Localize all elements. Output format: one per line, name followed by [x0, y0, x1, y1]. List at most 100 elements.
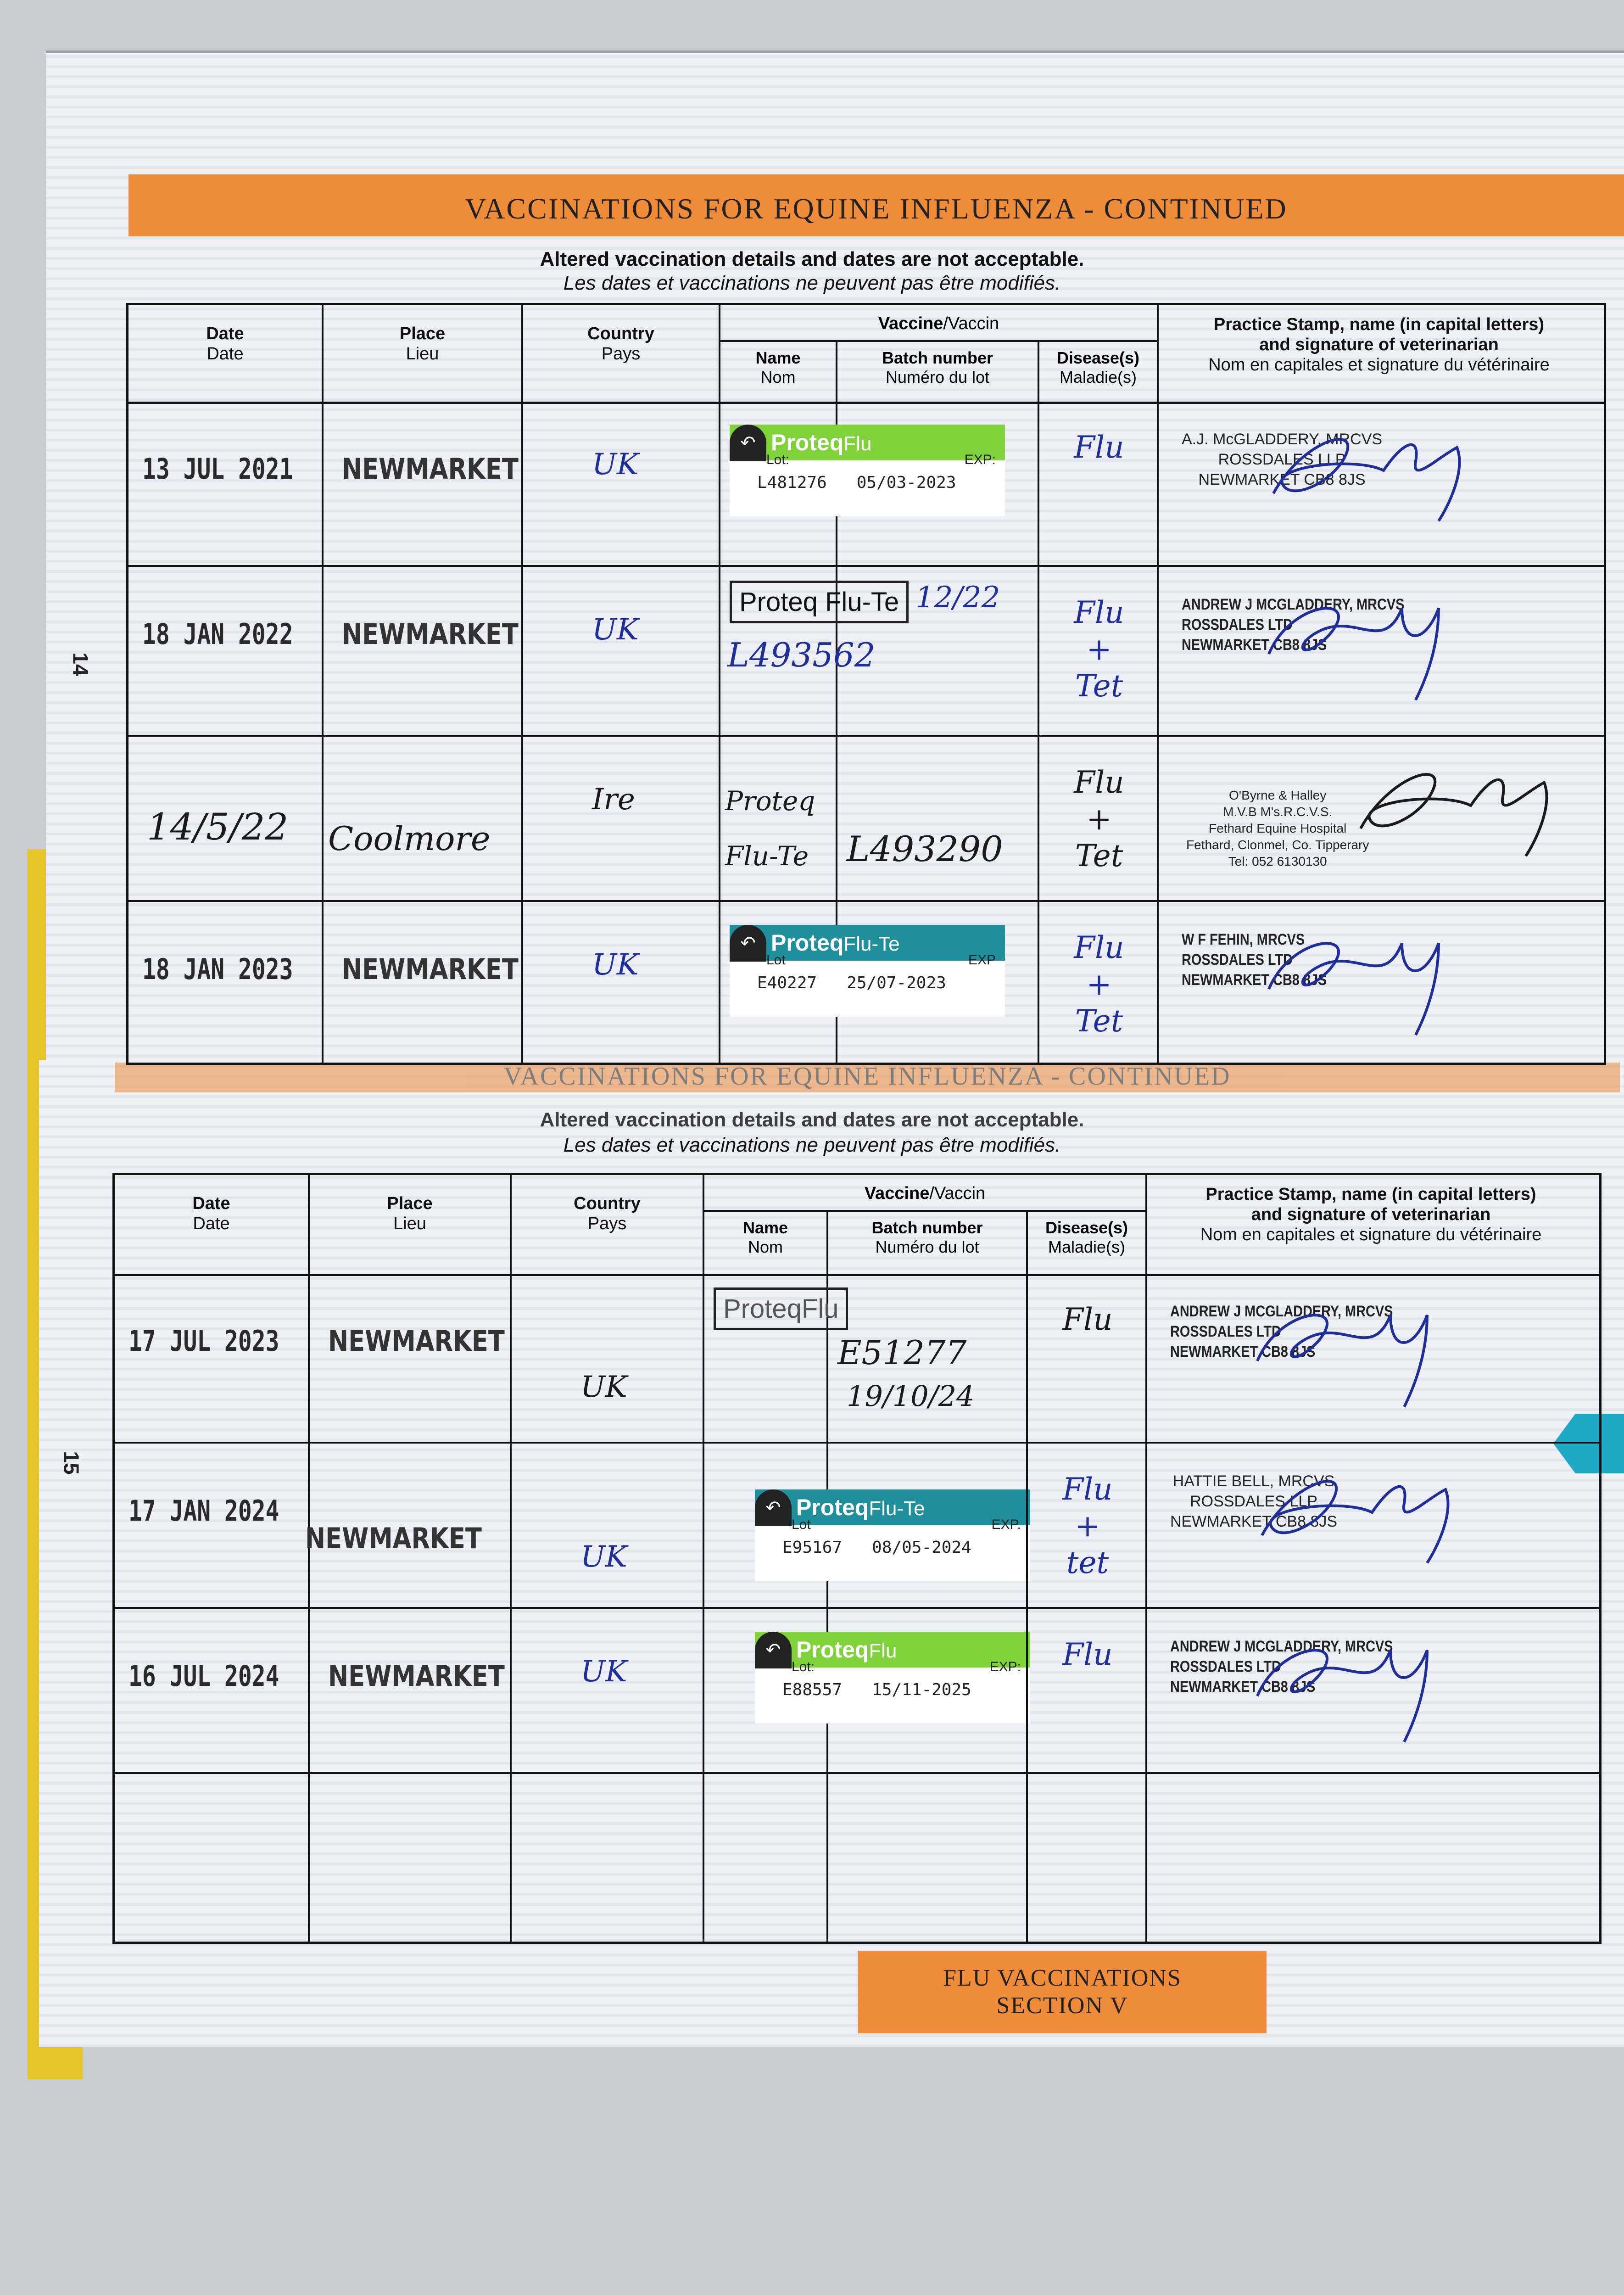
- cell-name: ProteqFlu-Te ↶ Lot EXP E40227 25/07-2023: [720, 902, 1005, 1063]
- cell-batch: [828, 1609, 1028, 1772]
- expiry-date: 15/11-2025: [872, 1680, 971, 1699]
- cell-disease: [1028, 1774, 1147, 1942]
- date-stamp: 16 JUL 2024: [128, 1659, 279, 1693]
- page-number: 14: [68, 652, 93, 676]
- header-place-en: Place: [387, 1194, 433, 1213]
- sticker-exp-label: EXP: [968, 952, 996, 968]
- cell-country: UK: [523, 402, 720, 565]
- header-name-en: Name: [742, 1218, 788, 1237]
- date-stamp: 17 JUL 2023: [128, 1324, 279, 1358]
- country-handwritten: Ire: [592, 783, 635, 817]
- veterinarian-signature: [1256, 1649, 1429, 1743]
- page-number: 15: [59, 1451, 84, 1475]
- date-stamp: 18 JAN 2023: [142, 952, 293, 986]
- batch-number: L481276: [757, 473, 827, 492]
- date-stamp: 17 JAN 2024: [128, 1494, 279, 1528]
- veterinarian-signature: [1267, 607, 1440, 701]
- header-disease: Disease(s) Maladie(s): [1028, 1212, 1147, 1274]
- header-date-en: Date: [206, 324, 244, 343]
- cell-place: Coolmore: [324, 737, 523, 900]
- cell-practice: [1147, 1774, 1595, 1942]
- stamp-line: W F FEHIN, MRCVS: [1182, 931, 1305, 948]
- sticker-lot-label: Lot:: [766, 452, 790, 467]
- cell-date: [115, 1774, 310, 1942]
- notice-en: Altered vaccination details and dates ar…: [540, 1108, 1084, 1131]
- header-practice: Practice Stamp, name (in capital letters…: [1159, 305, 1599, 402]
- place-stamp: NEWMARKET: [328, 1659, 505, 1693]
- disease-handwritten: Flu: [1074, 430, 1124, 465]
- batch-number: E40227: [757, 974, 817, 992]
- cell-practice: A.J. McGLADDERY, MRCVS ROSSDALES LLP NEWMA…: [1159, 402, 1599, 565]
- expiry-date: 08/05-2024: [872, 1538, 971, 1557]
- header-name-fr: Nom: [748, 1237, 783, 1256]
- sticker-lot-label: Lot: [766, 952, 786, 968]
- cell-disease: Flu + Tet: [1039, 567, 1159, 735]
- cell-batch: [828, 1444, 1028, 1607]
- cell-place: NEWMARKET: [324, 902, 523, 1063]
- table-row: 17 JUL 2023 NEWMARKET UK ProteqFlu E51277 19/…: [115, 1274, 1599, 1444]
- sticker-exp-label: EXP.: [991, 1517, 1021, 1532]
- date-handwritten: 14/5/22: [147, 806, 289, 848]
- header-place-fr: Lieu: [393, 1214, 426, 1233]
- stamp-line: Fethard Equine Hospital: [1208, 821, 1347, 835]
- stamp-line: ROSSDALES LTD: [1170, 1323, 1281, 1340]
- veterinarian-signature: [1272, 438, 1461, 522]
- vaccine-sticker: ProteqFlu-Te ↶ Lot EXP E40227 25/07-2023: [730, 925, 1005, 1017]
- country-handwritten: UK: [580, 1540, 627, 1574]
- signature-stroke: [1256, 1649, 1429, 1743]
- table-header: Date Date Place Lieu Country Pays Name Nom Batch…: [128, 305, 1604, 404]
- date-stamp: 13 JUL 2021: [142, 452, 293, 486]
- disease-handwritten: Flu: [1062, 1637, 1113, 1672]
- table-row: 13 JUL 2021 NEWMARKET UK ProteqFlu ↶ Lot: EXP:…: [128, 402, 1604, 567]
- cell-date: 17 JAN 2024: [115, 1444, 310, 1607]
- sticker-product: Flu: [843, 432, 872, 455]
- country-handwritten: UK: [592, 613, 639, 647]
- sticker-brand: Proteq: [796, 1495, 869, 1520]
- cell-name: Proteq Flu-Te: [720, 567, 909, 735]
- header-name: Name Nom: [704, 1212, 828, 1274]
- header-practice-en2: and signature of veterinarian: [1259, 335, 1499, 354]
- stamp-line: NEWMARKET CB8 8JS: [1170, 1513, 1338, 1530]
- batch-handwritten: E51277: [837, 1333, 967, 1372]
- vaccination-table-page-14: Date Date Place Lieu Country Pays Name Nom Batch…: [126, 303, 1606, 1065]
- header-place: Place Lieu: [310, 1175, 512, 1274]
- sticker-values: E95167 08/05-2024: [755, 1525, 1030, 1557]
- practice-stamp: ANDREW J MCGLADDERY, MRCVS ROSSDALES LTD N…: [1182, 594, 1404, 655]
- cell-practice: HATTIE BELL, MRCVS ROSSDALES LLP NEWMARKET…: [1147, 1444, 1595, 1607]
- cell-disease: Flu: [1028, 1274, 1147, 1442]
- header-disease: Disease(s) Maladie(s): [1039, 342, 1159, 402]
- cell-country: Ire: [523, 737, 720, 900]
- stamp-line: ROSSDALES LTD: [1170, 1658, 1281, 1675]
- sticker-brand: Proteq: [771, 430, 844, 455]
- cell-practice: ANDREW J MCGLADDERY, MRCVS ROSSDALES LTD N…: [1147, 1274, 1595, 1442]
- disease-handwritten: Flu + Tet: [1074, 595, 1124, 704]
- sticker-lot-label: Lot:: [792, 1659, 815, 1674]
- header-date: Date Date: [115, 1175, 310, 1274]
- notice-fr: Les dates et vaccinations ne peuvent pas…: [563, 1134, 1061, 1156]
- header-country-en: Country: [574, 1194, 641, 1213]
- header-date: Date Date: [128, 305, 324, 402]
- country-handwritten: UK: [580, 1655, 627, 1689]
- cell-country: [512, 1774, 704, 1942]
- peel-arrow-icon: ↶: [755, 1632, 792, 1668]
- header-date-fr: Date: [206, 344, 244, 364]
- veterinarian-signature: [1256, 1314, 1429, 1408]
- section-banner: VACCINATIONS FOR EQUINE INFLUENZA - CONT…: [128, 174, 1624, 236]
- expiry-handwritten: 12/22: [915, 581, 1000, 615]
- cell-place: NEWMARKET: [310, 1274, 512, 1442]
- header-date-en: Date: [192, 1194, 230, 1213]
- section-label-box: FLU VACCINATIONS SECTION V: [858, 1951, 1267, 2033]
- sticker-exp-label: EXP:: [964, 452, 996, 467]
- practice-stamp: ANDREW J MCGLADDERY, MRCVS ROSSDALES LTD N…: [1170, 1301, 1393, 1362]
- sticker-values: E88557 15/11-2025: [755, 1668, 1030, 1699]
- table-row: 16 JUL 2024 NEWMARKET UK ProteqFlu ↶ Lot: EXP:…: [115, 1609, 1599, 1774]
- disease-handwritten: Flu + Tet: [1074, 765, 1124, 873]
- header-disease-en: Disease(s): [1045, 1218, 1128, 1237]
- vaccine-sticker: ProteqFlu ↶ Lot: EXP: L481276 05/03-2023: [730, 425, 1005, 516]
- header-country-fr: Pays: [601, 344, 641, 364]
- cell-practice: ANDREW J MCGLADDERY, MRCVS ROSSDALES LTD N…: [1147, 1609, 1595, 1772]
- place-stamp: NEWMARKET: [342, 452, 519, 486]
- sticker-header: ProteqFlu-Te: [755, 1489, 1030, 1525]
- country-handwritten: UK: [592, 948, 639, 982]
- cell-place: NEWMARKET: [324, 402, 523, 565]
